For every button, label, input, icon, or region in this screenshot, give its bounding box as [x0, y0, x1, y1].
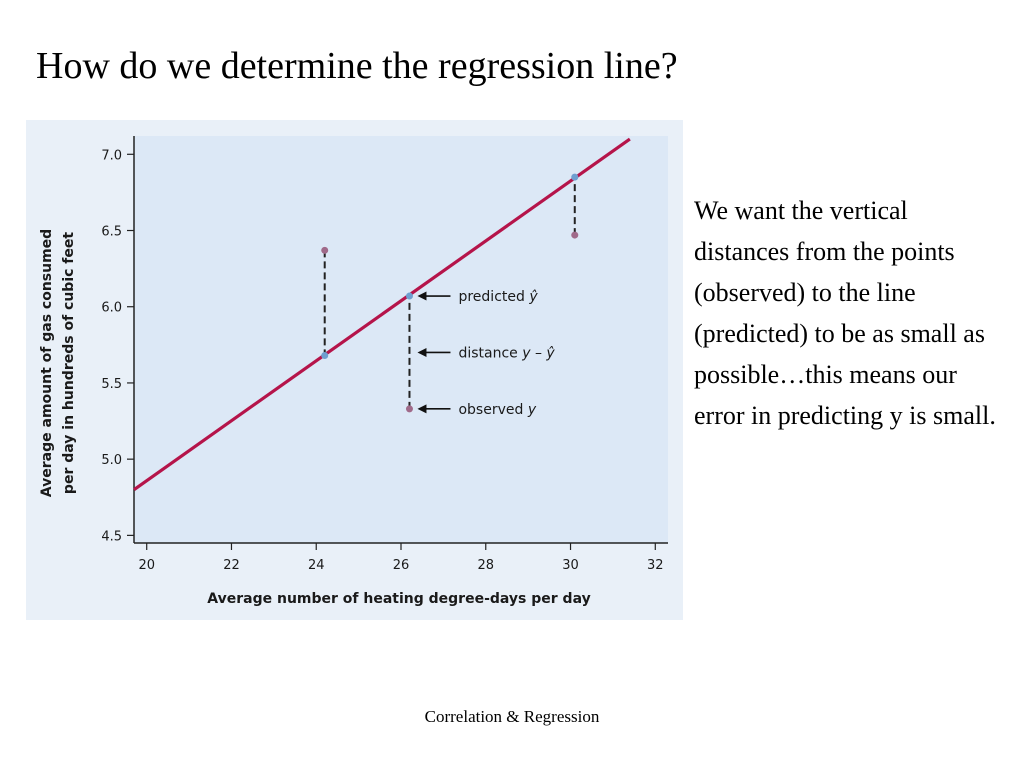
explanation-text: We want the vertical distances from the …	[694, 196, 996, 430]
observed-point	[405, 405, 413, 413]
annotation-arrow-head	[417, 347, 427, 357]
x-tick-label: 26	[393, 558, 410, 573]
regression-line	[133, 137, 631, 491]
x-tick-label: 24	[308, 558, 325, 573]
annotation-label: predicted ŷ	[458, 289, 538, 305]
annotations: predicted ŷ distance y – ŷ observed y	[417, 289, 555, 418]
x-tick-label: 22	[223, 558, 240, 573]
y-tick-label: 5.0	[101, 453, 122, 468]
annotation-arrow-head	[417, 404, 427, 414]
data-marks	[321, 173, 579, 413]
x-axis-title: Average number of heating degree-days pe…	[207, 591, 590, 607]
observed-point	[321, 246, 329, 254]
annotation-arrow-head	[417, 291, 427, 301]
annotation-label: observed y	[458, 402, 536, 418]
x-tick-label: 30	[562, 558, 579, 573]
regression-figure: 20 22 24 26 28 30 32 4.5 5.0 5.5 6.0 6.5 7.0 predict…	[26, 120, 683, 620]
y-axis-title-line2: per day in hundreds of cubic feet	[61, 232, 77, 494]
y-tick-label: 6.5	[101, 225, 122, 240]
scatter-chart: 20 22 24 26 28 30 32 4.5 5.0 5.5 6.0 6.5 7.0 predict…	[26, 120, 683, 620]
plot-area	[134, 136, 668, 543]
y-tick-label: 6.0	[101, 301, 122, 316]
x-tick-label: 28	[477, 558, 494, 573]
observed-point	[571, 231, 579, 239]
axes: 20 22 24 26 28 30 32 4.5 5.0 5.5 6.0 6.5 7.0	[101, 136, 668, 573]
predicted-point	[321, 352, 329, 360]
y-axis-title-line1: Average amount of gas consumed	[39, 229, 55, 497]
y-tick-label: 7.0	[101, 148, 122, 163]
x-tick-label: 20	[138, 558, 155, 573]
regression-line-layer	[133, 137, 631, 491]
annotation-label: distance y – ŷ	[458, 345, 555, 361]
y-tick-label: 5.5	[101, 377, 122, 392]
footer-text: Correlation & Regression	[424, 707, 600, 726]
predicted-point	[405, 292, 413, 300]
slide-title: How do we determine the regression line?	[36, 45, 678, 87]
y-tick-label: 4.5	[101, 529, 122, 544]
x-tick-label: 32	[647, 558, 664, 573]
predicted-point	[571, 173, 579, 181]
